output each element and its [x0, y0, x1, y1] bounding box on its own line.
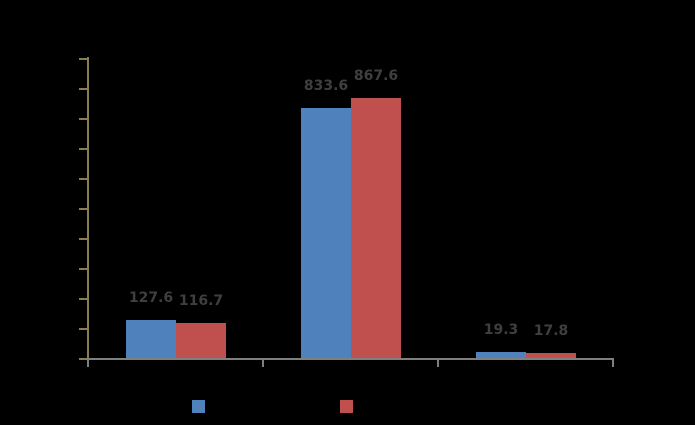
- blue-series-swatch: [192, 400, 205, 413]
- blue-series-bar: [476, 352, 526, 358]
- red-series-data-label: 867.6: [353, 68, 399, 84]
- red-series-data-label: 116.7: [178, 293, 224, 309]
- y-axis-tick: [79, 58, 87, 60]
- red-series-bar: [176, 323, 226, 358]
- x-axis-tick: [437, 360, 439, 367]
- y-axis-line: [87, 57, 89, 360]
- y-axis-tick: [79, 88, 87, 90]
- y-axis-tick: [79, 238, 87, 240]
- y-axis-tick: [79, 268, 87, 270]
- blue-series-bar: [301, 108, 351, 358]
- y-axis-tick: [79, 298, 87, 300]
- y-axis-tick: [79, 148, 87, 150]
- chart-legend: [0, 398, 695, 418]
- red-series-bar: [351, 98, 401, 358]
- red-series-data-label: 17.8: [533, 323, 569, 339]
- y-axis-tick: [79, 208, 87, 210]
- red-series-bar: [526, 353, 576, 358]
- blue-series-data-label: 127.6: [128, 290, 174, 306]
- x-axis-tick: [612, 360, 614, 367]
- y-axis-tick: [79, 118, 87, 120]
- x-axis-tick: [87, 360, 89, 367]
- y-axis-tick: [79, 358, 87, 360]
- y-axis-tick: [79, 178, 87, 180]
- blue-series-data-label: 19.3: [483, 322, 519, 338]
- red-series-swatch: [340, 400, 353, 413]
- x-axis-tick: [262, 360, 264, 367]
- blue-series-data-label: 833.6: [303, 78, 349, 94]
- blue-series-bar: [126, 320, 176, 358]
- x-axis-line: [87, 358, 614, 360]
- y-axis-tick: [79, 328, 87, 330]
